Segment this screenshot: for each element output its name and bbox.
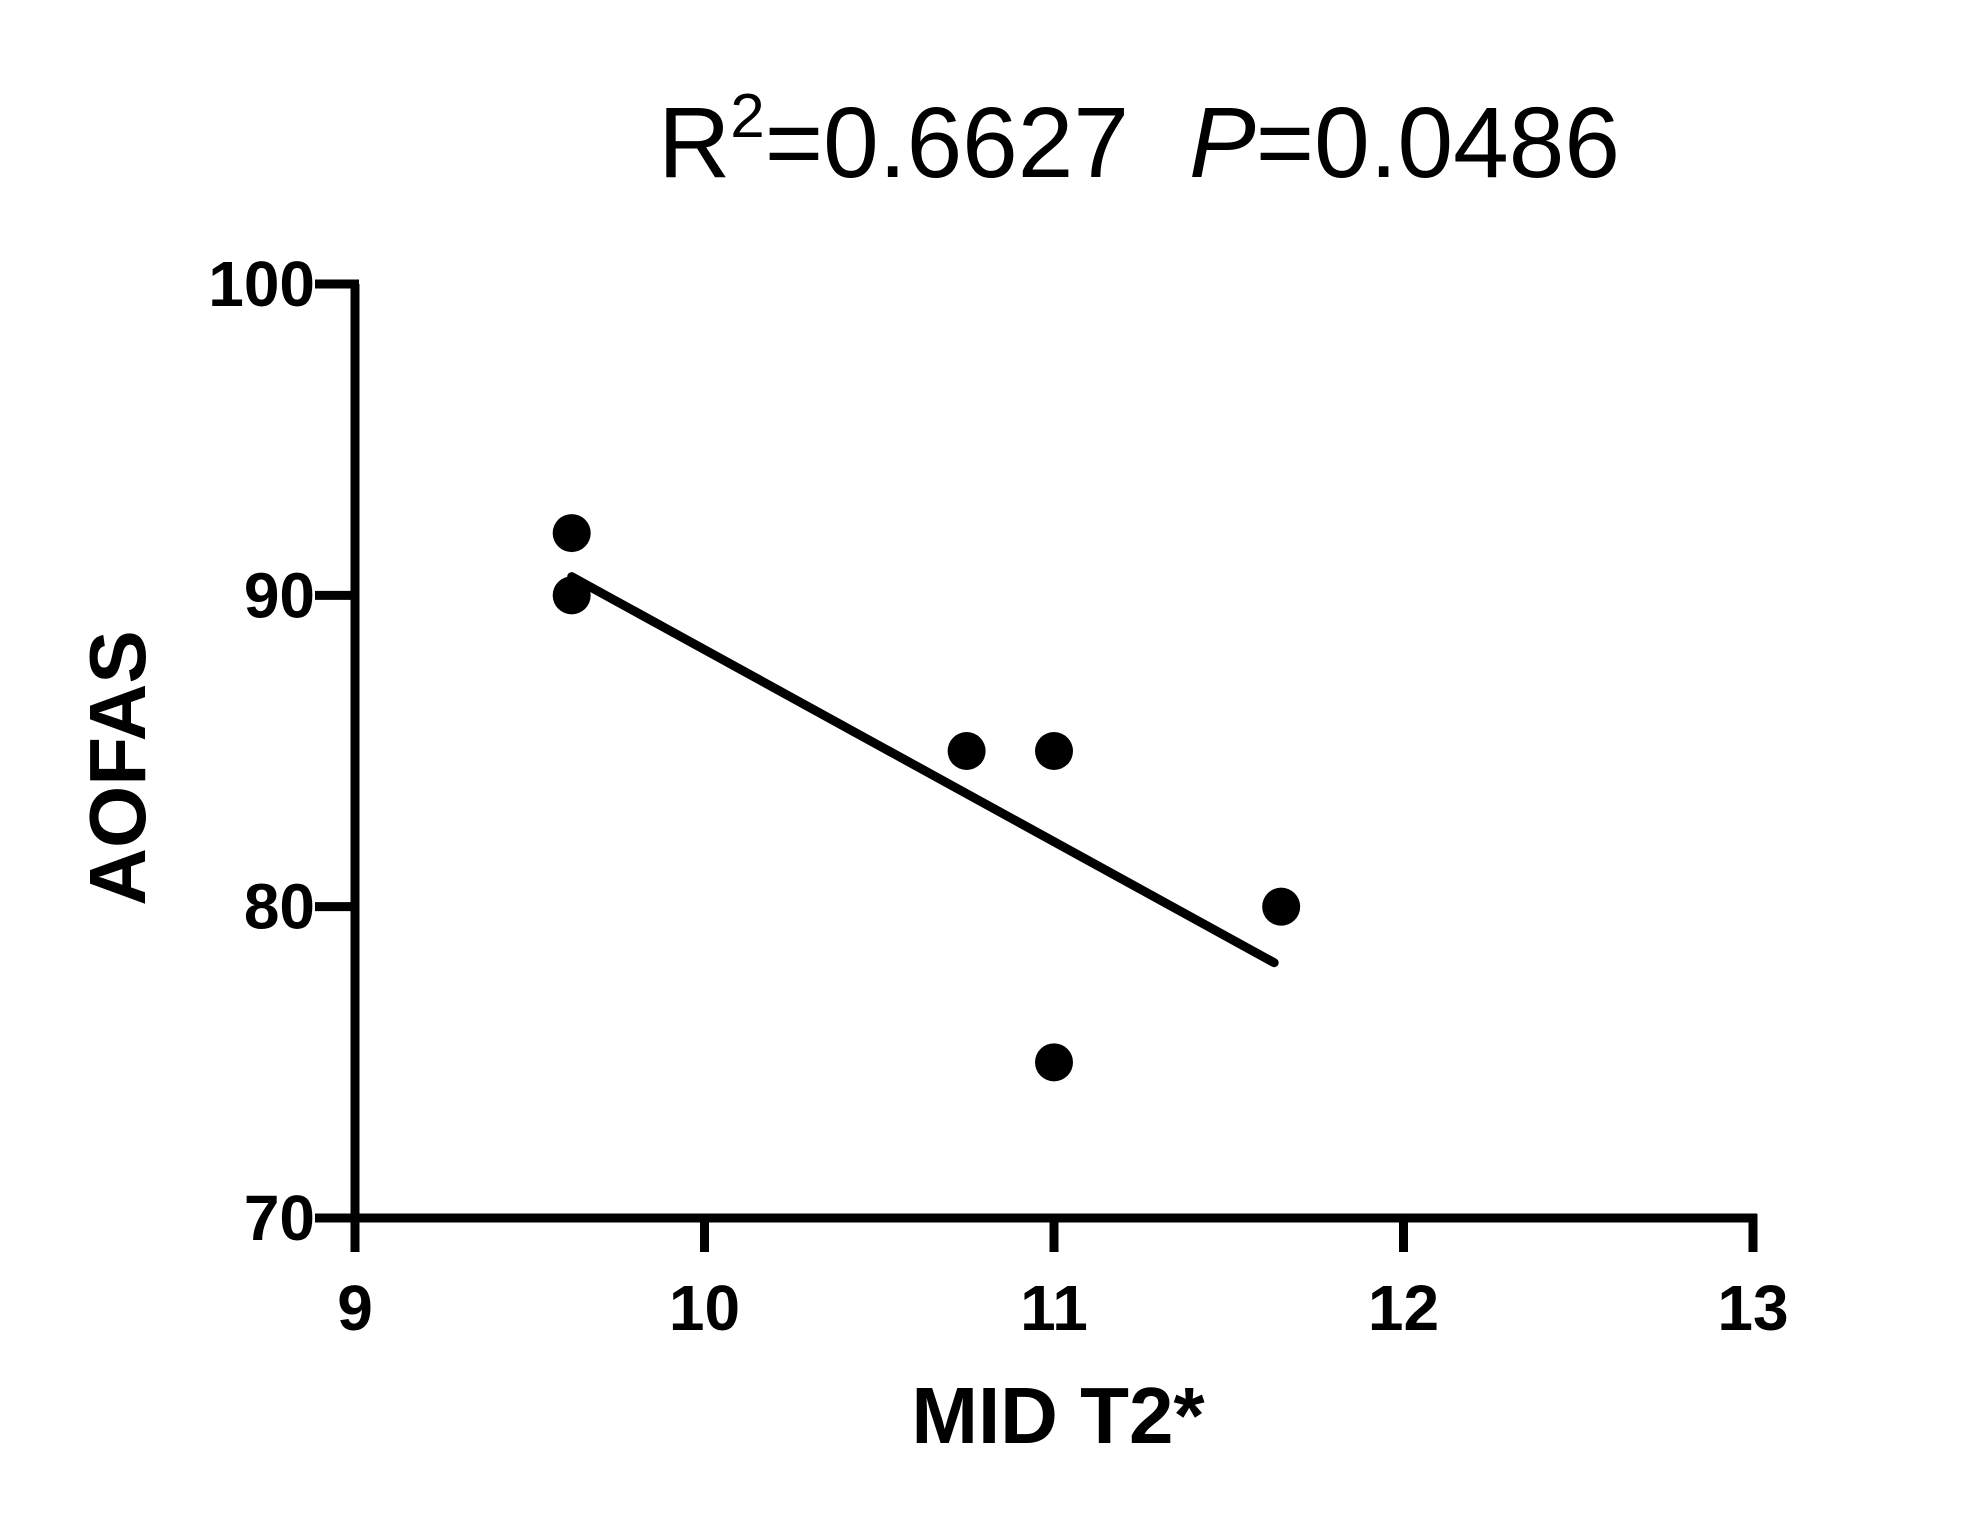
axes — [315, 279, 1758, 1252]
x-tick-label: 10 — [669, 1272, 740, 1344]
y-tick-label: 70 — [244, 1182, 315, 1254]
y-tick-label: 80 — [244, 871, 315, 943]
title-r2-exponent: 2 — [730, 82, 764, 151]
data-point — [1035, 1043, 1073, 1082]
y-tick-label: 100 — [208, 248, 315, 320]
title-p-label: P — [1189, 87, 1256, 199]
regression-line — [567, 572, 1279, 968]
data-point — [947, 732, 986, 770]
data-point — [552, 514, 591, 553]
tick-labels: 9 10 11 12 13 70 80 90 100 — [208, 248, 1788, 1344]
x-tick-label: 12 — [1368, 1272, 1439, 1344]
data-point — [1262, 887, 1301, 926]
chart-title: R2=0.6627 P=0.0486 — [658, 82, 1620, 199]
x-tick-label: 13 — [1717, 1272, 1788, 1344]
title-r2-value: =0.6627 — [765, 87, 1129, 199]
x-tick-label: 11 — [1020, 1272, 1088, 1344]
x-axis-title: MID T2* — [911, 1371, 1205, 1460]
data-point — [1035, 732, 1073, 770]
y-axis-title: AOFAS — [73, 630, 162, 906]
data-point — [552, 576, 591, 615]
x-tick-label: 9 — [337, 1272, 373, 1344]
title-r2-label: R — [658, 87, 730, 199]
data-points — [552, 514, 1301, 1082]
regression-line-group — [567, 572, 1279, 968]
title-p-value: =0.0486 — [1256, 87, 1620, 199]
y-tick-label: 90 — [244, 559, 315, 631]
